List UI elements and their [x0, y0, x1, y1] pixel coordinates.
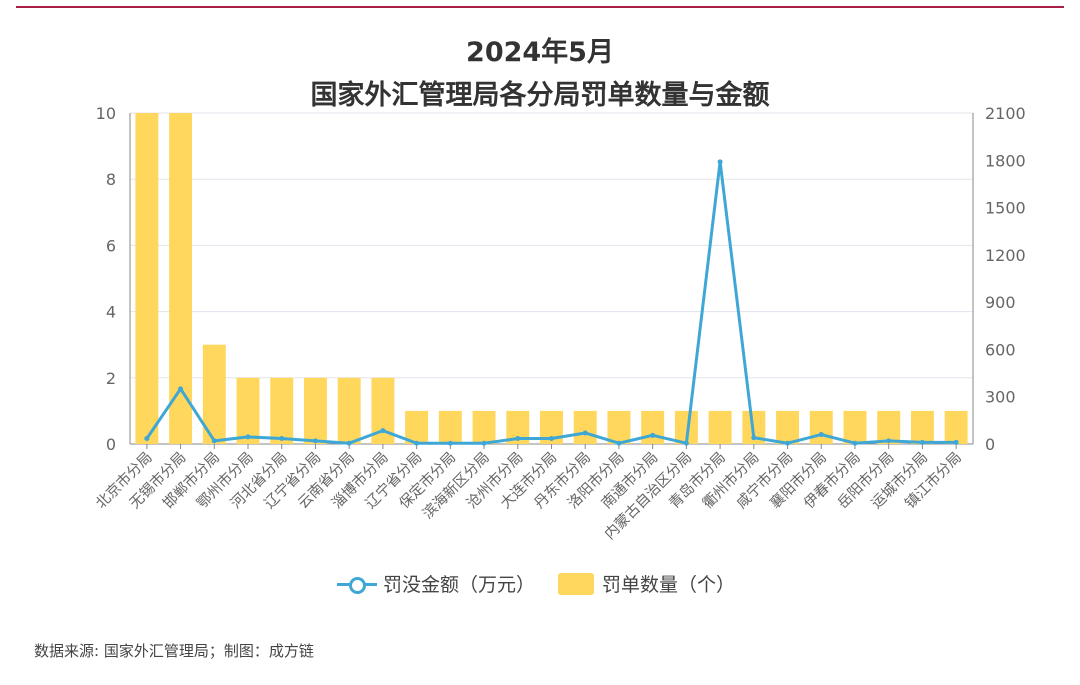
chart-title-line2: 国家外汇管理局各分局罚单数量与金额 — [310, 80, 770, 111]
bar-series-icon — [558, 572, 594, 595]
line-point — [211, 438, 217, 444]
line-point — [447, 440, 453, 446]
bar — [506, 410, 530, 444]
bar — [202, 344, 226, 444]
legend-item-line[interactable]: 罚没金额（万元） — [337, 570, 535, 597]
bar — [169, 113, 193, 444]
line-point — [616, 440, 622, 446]
left-axis-tick-label: 10 — [96, 104, 116, 123]
bar — [573, 410, 597, 444]
line-point — [582, 430, 588, 436]
chart-title-line1: 2024年5月 — [466, 37, 614, 68]
bar — [371, 377, 395, 444]
legend-bar-label: 罚单数量（个） — [602, 574, 736, 596]
amount-line — [145, 160, 957, 445]
line-point — [751, 435, 757, 441]
right-axis-tick-label: 1500 — [985, 199, 1026, 218]
right-axis-tick-label: 300 — [985, 388, 1016, 407]
line-point — [481, 440, 487, 446]
line-point — [414, 440, 420, 446]
line-point — [515, 435, 521, 441]
bar — [405, 410, 429, 444]
right-axis-tick-label: 1800 — [985, 151, 1026, 170]
right-axis-tick-label: 1200 — [985, 246, 1026, 265]
bar — [877, 410, 901, 444]
left-axis-tick-label: 8 — [106, 170, 116, 189]
line-point — [919, 439, 925, 445]
line-series-icon — [337, 574, 377, 594]
line-point — [346, 440, 352, 446]
bar — [910, 410, 934, 444]
bar — [674, 410, 698, 444]
bar — [236, 377, 260, 444]
line-point — [818, 432, 824, 438]
bar — [135, 113, 159, 444]
line-point — [549, 435, 554, 441]
bar — [641, 410, 665, 444]
line-point — [245, 434, 251, 440]
chart-legend: 罚没金额（万元） 罚单数量（个） — [0, 570, 1080, 600]
line-point — [178, 386, 184, 392]
bar — [438, 410, 462, 444]
right-axis-tick-label: 2100 — [985, 104, 1026, 123]
left-axis-tick-label: 0 — [106, 435, 116, 454]
line-point — [886, 438, 892, 444]
top-accent-rule — [16, 6, 1064, 8]
bar — [303, 377, 327, 444]
line-point — [683, 440, 689, 446]
line-point — [279, 435, 285, 441]
bar — [540, 410, 563, 444]
left-axis-tick-label: 6 — [106, 236, 116, 255]
bar — [708, 410, 732, 444]
bar — [944, 410, 968, 444]
line-point — [953, 439, 959, 445]
right-axis-tick-label: 600 — [985, 340, 1016, 359]
legend-item-bar[interactable]: 罚单数量（个） — [558, 570, 735, 597]
left-axis-tick-label: 4 — [106, 303, 116, 322]
line-point — [852, 440, 858, 446]
bar — [843, 410, 867, 444]
line-point — [312, 438, 318, 444]
left-axis-tick-label: 2 — [106, 369, 116, 388]
line-point — [144, 435, 150, 441]
bar — [809, 410, 833, 444]
line-point — [785, 440, 791, 446]
right-axis-tick-label: 900 — [985, 293, 1016, 312]
line-point — [717, 159, 723, 165]
bar — [776, 410, 800, 444]
bar — [337, 377, 361, 444]
bar — [607, 410, 631, 444]
legend-line-label: 罚没金额（万元） — [383, 574, 536, 596]
source-note: 数据来源: 国家外汇管理局；制图：成方链 — [34, 642, 314, 660]
bar — [472, 410, 496, 444]
line-point — [380, 428, 386, 434]
line-point — [650, 432, 656, 438]
bar — [270, 377, 294, 444]
right-axis-tick-label: 0 — [985, 435, 995, 454]
